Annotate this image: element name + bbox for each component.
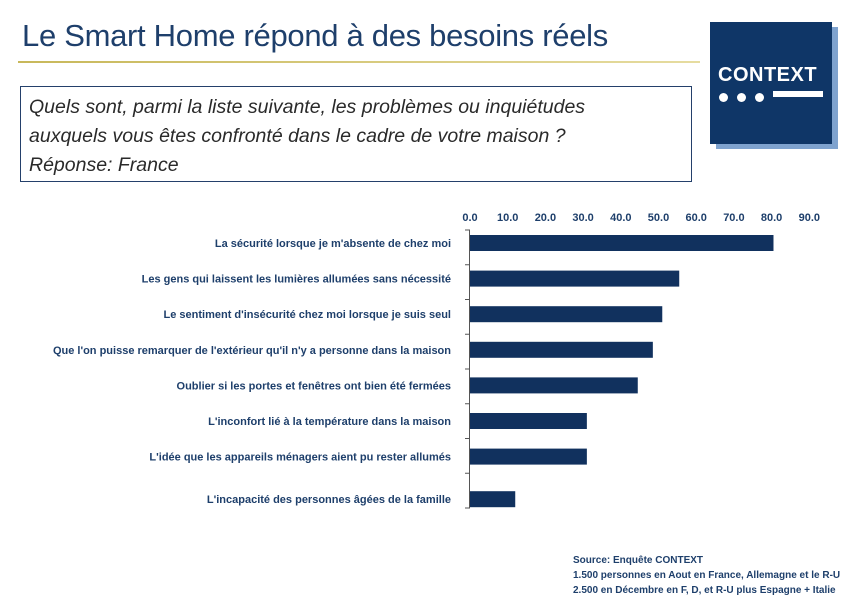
logo-dots (719, 89, 773, 107)
context-logo: CONTEXT (710, 22, 832, 144)
bar (470, 491, 516, 508)
logo-dot (755, 93, 764, 102)
question-line-1: Quels sont, parmi la liste suivante, les… (29, 96, 586, 118)
source-line-3: 2.500 en Décembre en F, D, et R-U plus E… (573, 585, 836, 596)
bar (470, 377, 638, 394)
question-line-3: Réponse: France (29, 154, 179, 176)
bar (470, 413, 587, 429)
x-tick-label: 80.0 (761, 212, 782, 224)
bar (470, 448, 587, 465)
category-label: L'inconfort lié à la température dans la… (208, 416, 451, 428)
category-label: Les gens qui laissent les lumières allum… (142, 274, 451, 286)
source-note: Source: Enquête CONTEXT 1.500 personnes … (573, 553, 840, 598)
logo-bar (773, 91, 823, 97)
bar (470, 341, 653, 358)
title-underline (18, 61, 700, 63)
x-tick-label: 90.0 (799, 212, 820, 224)
x-tick-label: 50.0 (648, 212, 669, 224)
x-tick-label: 30.0 (572, 212, 593, 224)
category-label: Que l'on puisse remarquer de l'extérieur… (53, 345, 451, 357)
x-tick-label: 0.0 (462, 212, 477, 224)
question-box: Quels sont, parmi la liste suivante, les… (20, 86, 692, 182)
category-label: L'incapacité des personnes âgées de la f… (207, 494, 451, 506)
page-title: Le Smart Home répond à des besoins réels (22, 18, 608, 53)
bar (470, 235, 774, 251)
x-tick-label: 10.0 (497, 212, 518, 224)
question-line-2: auxquels vous êtes confronté dans le cad… (29, 125, 566, 147)
category-label: Oublier si les portes et fenêtres ont bi… (177, 380, 451, 392)
category-label: L'idée que les appareils ménagers aient … (149, 452, 451, 464)
source-line-1: Source: Enquête CONTEXT (573, 555, 704, 566)
bar (470, 306, 663, 323)
logo-dot (719, 93, 728, 102)
x-tick-label: 20.0 (535, 212, 556, 224)
logo-text: CONTEXT (718, 64, 818, 86)
x-tick-label: 60.0 (685, 212, 706, 224)
x-tick-label: 70.0 (723, 212, 744, 224)
x-tick-label: 40.0 (610, 212, 631, 224)
source-line-2: 1.500 personnes en Aout en France, Allem… (573, 570, 841, 581)
category-label: Le sentiment d'insécurité chez moi lorsq… (164, 309, 451, 321)
category-label: La sécurité lorsque je m'absente de chez… (215, 238, 451, 250)
bar (470, 270, 680, 287)
logo-dot (737, 93, 746, 102)
